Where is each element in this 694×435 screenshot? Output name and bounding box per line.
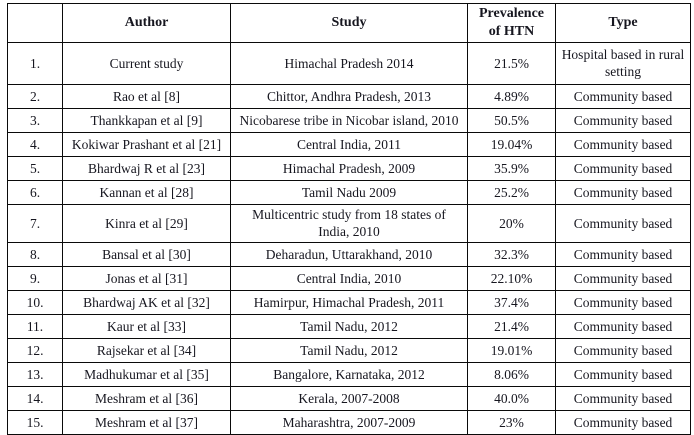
header-serial-number: [7, 3, 63, 43]
cell-author: Madhukumar et al [35]: [62, 361, 231, 387]
cell-type: Community based: [555, 385, 691, 411]
cell-serial-number: 7.: [7, 203, 63, 243]
cell-type: Community based: [555, 107, 691, 133]
table-row: 3. Thankkapan et al [9] Nicobarese tribe…: [7, 107, 691, 133]
cell-prevalence: 4.89%: [467, 83, 556, 109]
cell-author: Rajsekar et al [34]: [62, 337, 231, 363]
cell-prevalence: 22.10%: [467, 265, 556, 291]
table-row: 2. Rao et al [8] Chittor, Andhra Pradesh…: [7, 83, 691, 109]
cell-author: Thankkapan et al [9]: [62, 107, 231, 133]
cell-study: Tamil Nadu, 2012: [230, 313, 468, 339]
cell-study: Chittor, Andhra Pradesh, 2013: [230, 83, 468, 109]
cell-prevalence: 50.5%: [467, 107, 556, 133]
cell-author: Kannan et al [28]: [62, 179, 231, 205]
table-row: 6. Kannan et al [28] Tamil Nadu 2009 25.…: [7, 179, 691, 205]
table-row: 4. Kokiwar Prashant et al [21] Central I…: [7, 131, 691, 157]
cell-serial-number: 13.: [7, 361, 63, 387]
cell-type: Community based: [555, 361, 691, 387]
cell-type: Community based: [555, 289, 691, 315]
cell-type: Community based: [555, 203, 691, 243]
cell-study: Tamil Nadu 2009: [230, 179, 468, 205]
cell-author: Bhardwaj AK et al [32]: [62, 289, 231, 315]
table-row: 8. Bansal et al [30] Deharadun, Uttarakh…: [7, 241, 691, 267]
cell-author: Rao et al [8]: [62, 83, 231, 109]
cell-prevalence: 35.9%: [467, 155, 556, 181]
cell-type: Community based: [555, 337, 691, 363]
cell-study: Himachal Pradesh 2014: [230, 41, 468, 85]
cell-type: Community based: [555, 131, 691, 157]
study-comparison-table-container: Author Study Prevalence of HTN Type 1. C…: [7, 3, 691, 435]
cell-serial-number: 10.: [7, 289, 63, 315]
cell-serial-number: 9.: [7, 265, 63, 291]
cell-study: Himachal Pradesh, 2009: [230, 155, 468, 181]
header-study: Study: [230, 3, 468, 43]
table-row: 7. Kinra et al [29] Multicentric study f…: [7, 203, 691, 243]
table-row: 1. Current study Himachal Pradesh 2014 2…: [7, 41, 691, 85]
cell-prevalence: 8.06%: [467, 361, 556, 387]
cell-type: Community based: [555, 179, 691, 205]
table-row: 14. Meshram et al [36] Kerala, 2007-2008…: [7, 385, 691, 411]
header-author: Author: [62, 3, 231, 43]
cell-serial-number: 5.: [7, 155, 63, 181]
cell-type: Community based: [555, 409, 691, 435]
cell-serial-number: 8.: [7, 241, 63, 267]
cell-serial-number: 3.: [7, 107, 63, 133]
cell-type: Community based: [555, 83, 691, 109]
cell-serial-number: 14.: [7, 385, 63, 411]
cell-type: Community based: [555, 265, 691, 291]
cell-serial-number: 2.: [7, 83, 63, 109]
header-prevalence-of-htn: Prevalence of HTN: [467, 3, 556, 43]
cell-study: Hamirpur, Himachal Pradesh, 2011: [230, 289, 468, 315]
cell-author: Kokiwar Prashant et al [21]: [62, 131, 231, 157]
cell-serial-number: 11.: [7, 313, 63, 339]
table-row: 5. Bhardwaj R et al [23] Himachal Prades…: [7, 155, 691, 181]
cell-study: Deharadun, Uttarakhand, 2010: [230, 241, 468, 267]
cell-study: Kerala, 2007-2008: [230, 385, 468, 411]
cell-serial-number: 1.: [7, 41, 63, 85]
cell-study: Nicobarese tribe in Nicobar island, 2010: [230, 107, 468, 133]
cell-author: Current study: [62, 41, 231, 85]
cell-study: Central India, 2011: [230, 131, 468, 157]
cell-study: Central India, 2010: [230, 265, 468, 291]
cell-author: Meshram et al [37]: [62, 409, 231, 435]
cell-prevalence: 25.2%: [467, 179, 556, 205]
study-comparison-table: Author Study Prevalence of HTN Type 1. C…: [7, 3, 691, 435]
cell-serial-number: 6.: [7, 179, 63, 205]
cell-serial-number: 15.: [7, 409, 63, 435]
cell-author: Bansal et al [30]: [62, 241, 231, 267]
table-row: 9. Jonas et al [31] Central India, 2010 …: [7, 265, 691, 291]
table-header-row: Author Study Prevalence of HTN Type: [7, 3, 691, 43]
cell-prevalence: 21.5%: [467, 41, 556, 85]
cell-prevalence: 19.01%: [467, 337, 556, 363]
cell-study: Bangalore, Karnataka, 2012: [230, 361, 468, 387]
cell-type: Community based: [555, 241, 691, 267]
cell-prevalence: 37.4%: [467, 289, 556, 315]
cell-author: Kinra et al [29]: [62, 203, 231, 243]
cell-type: Community based: [555, 155, 691, 181]
table-row: 15. Meshram et al [37] Maharashtra, 2007…: [7, 409, 691, 435]
cell-study: Multicentric study from 18 states of Ind…: [230, 203, 468, 243]
cell-prevalence: 21.4%: [467, 313, 556, 339]
cell-prevalence: 32.3%: [467, 241, 556, 267]
cell-study: Tamil Nadu, 2012: [230, 337, 468, 363]
cell-study: Maharashtra, 2007-2009: [230, 409, 468, 435]
cell-serial-number: 4.: [7, 131, 63, 157]
table-row: 12. Rajsekar et al [34] Tamil Nadu, 2012…: [7, 337, 691, 363]
header-type: Type: [555, 3, 691, 43]
cell-prevalence: 40.0%: [467, 385, 556, 411]
cell-serial-number: 12.: [7, 337, 63, 363]
cell-type: Community based: [555, 313, 691, 339]
cell-author: Kaur et al [33]: [62, 313, 231, 339]
cell-author: Meshram et al [36]: [62, 385, 231, 411]
cell-prevalence: 23%: [467, 409, 556, 435]
cell-author: Jonas et al [31]: [62, 265, 231, 291]
cell-prevalence: 20%: [467, 203, 556, 243]
cell-prevalence: 19.04%: [467, 131, 556, 157]
cell-type: Hospital based in rural setting: [555, 41, 691, 85]
table-row: 11. Kaur et al [33] Tamil Nadu, 2012 21.…: [7, 313, 691, 339]
table-row: 13. Madhukumar et al [35] Bangalore, Kar…: [7, 361, 691, 387]
cell-author: Bhardwaj R et al [23]: [62, 155, 231, 181]
table-row: 10. Bhardwaj AK et al [32] Hamirpur, Him…: [7, 289, 691, 315]
